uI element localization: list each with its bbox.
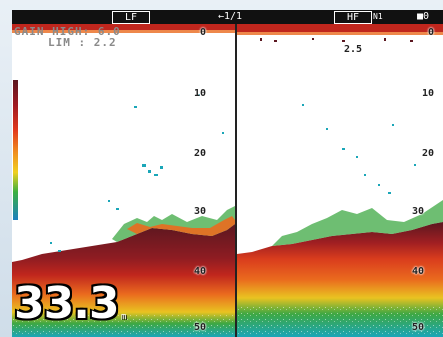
right-depth-50: 50 [412, 322, 425, 333]
left-depth-20: 20 [194, 148, 207, 159]
echogram [12, 24, 443, 337]
depth-readout: 33.3 [14, 278, 120, 329]
right-depth-40: 40 [412, 266, 425, 277]
right-depth-0: 0 [428, 27, 435, 38]
surface-band-left [12, 24, 235, 30]
left-depth-50: 50 [194, 322, 207, 333]
right-depth-20: 20 [422, 148, 435, 159]
fish-echoes [50, 94, 416, 252]
left-depth-30: 30 [194, 206, 207, 217]
settings-readout: GAIN HIGH: 6.0 LIM : 2.2 [14, 26, 121, 48]
left-depth-0: 0 [200, 27, 207, 38]
gain-readout: GAIN HIGH: 6.0 [14, 25, 121, 38]
weak-echo-fringe-right [272, 200, 443, 246]
limit-readout: LIM : 2.2 [48, 36, 117, 49]
lf-frequency-tag[interactable]: LF [112, 11, 150, 24]
zoom-indicator: ■0 [417, 11, 430, 22]
surface-band-right [237, 24, 443, 32]
right-depth-10: 10 [422, 88, 435, 99]
echo-color-scale [13, 80, 18, 220]
right-depth-2-5: 2.5 [344, 44, 363, 55]
split-divider [235, 24, 237, 337]
hf-frequency-tag[interactable]: HF [334, 11, 372, 24]
echo-screen: LF ←1/1 HF N1 ■0 [12, 10, 443, 337]
page-indicator: ←1/1 [218, 11, 243, 22]
left-depth-10: 10 [194, 88, 207, 99]
hf-sub-label: N1 [373, 12, 383, 21]
right-depth-30: 30 [412, 206, 425, 217]
status-bar: LF ←1/1 HF N1 ■0 [12, 10, 443, 24]
seabed-echo-left [12, 224, 235, 337]
left-depth-40: 40 [194, 266, 207, 277]
depth-unit: m [121, 312, 127, 322]
